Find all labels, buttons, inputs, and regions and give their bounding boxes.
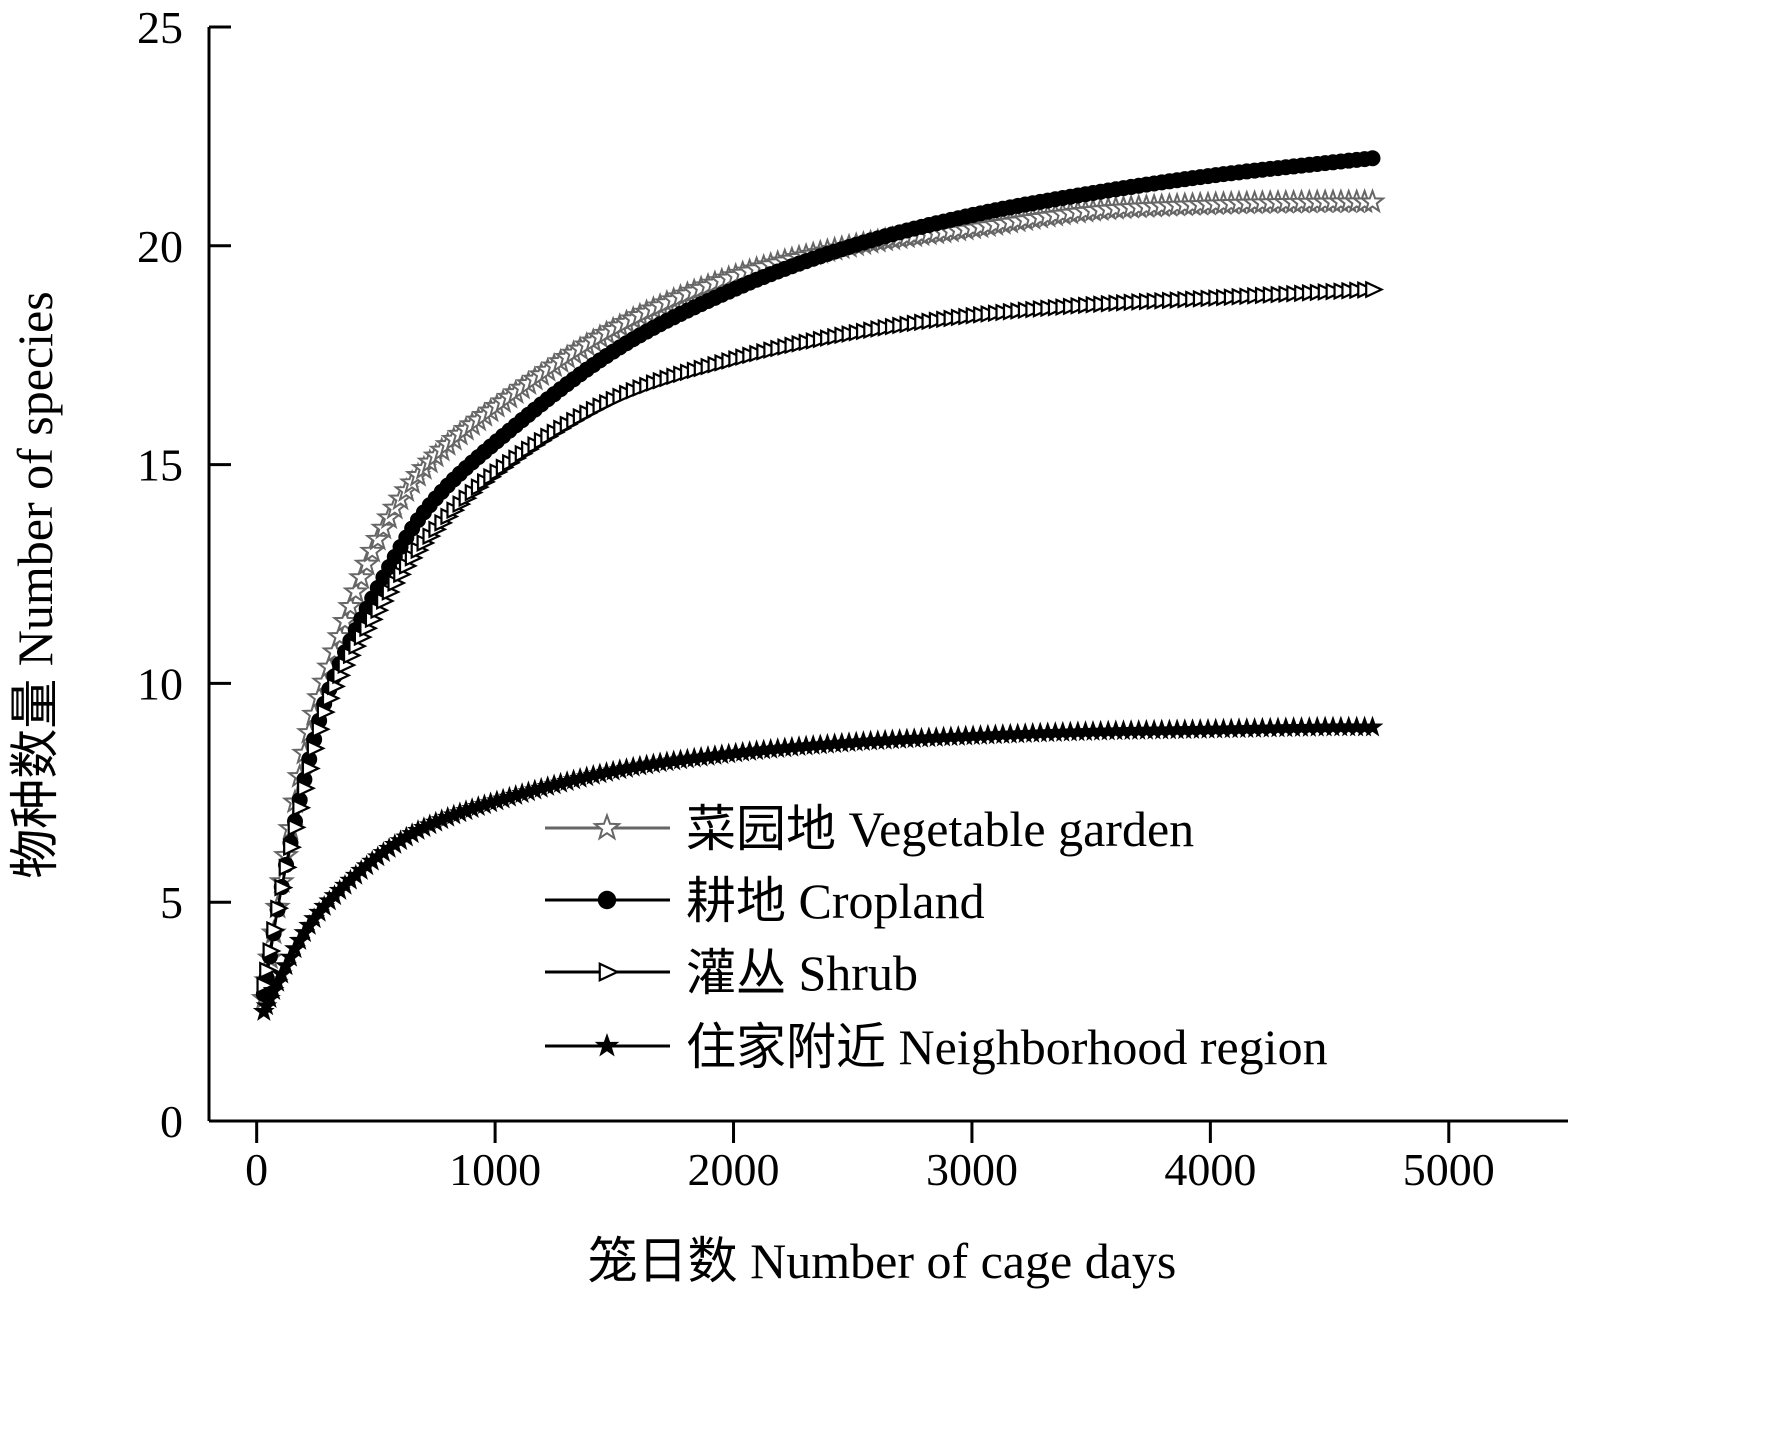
series-2-point-3	[266, 920, 286, 939]
legend-marker-1	[597, 890, 617, 910]
y-tick-label-15: 15	[137, 440, 183, 491]
legend: 菜园地 Vegetable garden 耕地 Cropland 灌丛 Shrub 住…	[545, 801, 1328, 1075]
y-axis-title: 物种数量 Number of species	[7, 291, 63, 878]
series-layer	[250, 150, 1386, 1021]
series-2-point-8	[287, 818, 307, 837]
series-2-point-14	[316, 703, 336, 722]
x-axis-title: 笼日数 Number of cage days	[588, 1233, 1177, 1289]
x-tick-label-1000: 1000	[449, 1144, 541, 1195]
series-2-point-13	[311, 720, 331, 739]
x-tick-label-4000: 4000	[1164, 1144, 1256, 1195]
series-0-point-24	[364, 525, 392, 551]
series-2-point-5	[274, 878, 294, 897]
series-0-point-23	[358, 537, 386, 563]
x-tick-label-5000: 5000	[1403, 1144, 1495, 1195]
series-0-point-17	[326, 622, 353, 648]
series-2-point-15	[321, 689, 341, 708]
y-tick-label-5: 5	[160, 877, 183, 928]
legend-marker-2	[598, 961, 620, 983]
series-0-point-20	[342, 577, 370, 604]
species-accumulation-chart: 0 5 10 15 20 25 0 1000 2000 3000 4000 5000 菜园地 Vege…	[7, 2, 1568, 1289]
series-0-point-22	[353, 550, 380, 576]
legend-label-0: 菜园地 Vegetable garden	[686, 801, 1194, 857]
series-2-point-16	[327, 677, 347, 696]
series-3-point-165	[1361, 715, 1384, 737]
series-2-point-165	[1365, 280, 1385, 299]
y-tick-label-20: 20	[137, 221, 183, 272]
series-2-point-10	[297, 779, 316, 798]
series-0-point-19	[337, 592, 364, 618]
series-3	[252, 715, 1384, 1021]
x-tick-label-0: 0	[245, 1144, 268, 1195]
series-2-point-2	[262, 942, 282, 960]
series-2-point-4	[270, 899, 290, 918]
series-2-point-9	[292, 798, 312, 817]
series-2-point-7	[283, 838, 303, 857]
legend-marker-0	[592, 812, 622, 841]
legend-label-1: 耕地 Cropland	[686, 873, 985, 929]
legend-label-2: 灌丛 Shrub	[686, 945, 918, 1001]
series-1-point-165	[1364, 150, 1381, 167]
legend-marker-3	[594, 1032, 620, 1057]
chart-root: 0 5 10 15 20 25 0 1000 2000 3000 4000 5000 菜园地 Vege…	[7, 2, 1568, 1289]
x-tick-label-2000: 2000	[688, 1144, 780, 1195]
axes: 0 5 10 15 20 25 0 1000 2000 3000 4000 5000	[137, 2, 1568, 1195]
series-2-point-6	[278, 858, 298, 877]
series-2-point-1	[259, 961, 279, 980]
series-0-point-18	[331, 607, 359, 633]
legend-label-3: 住家附近 Neighborhood region	[686, 1019, 1328, 1075]
series-0-point-165	[1359, 188, 1386, 214]
series-2	[256, 280, 1385, 995]
x-tick-label-3000: 3000	[926, 1144, 1018, 1195]
series-2-point-11	[301, 759, 321, 778]
series-2-point-12	[306, 739, 326, 758]
y-tick-label-25: 25	[137, 2, 183, 53]
y-tick-label-10: 10	[137, 658, 183, 709]
series-line-1	[262, 157, 1373, 995]
y-tick-label-0: 0	[160, 1096, 183, 1147]
series-0-point-21	[347, 563, 375, 589]
